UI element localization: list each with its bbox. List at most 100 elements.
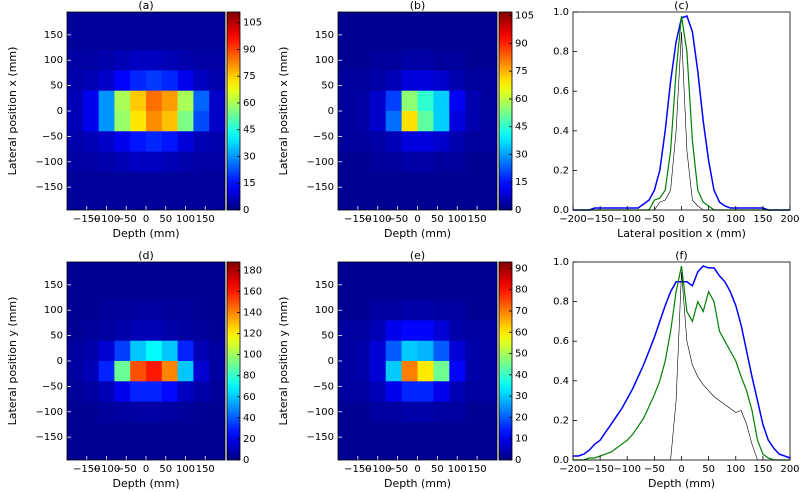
heatmap-cell <box>385 171 403 193</box>
heatmap-cell <box>338 29 355 51</box>
heatmap-cell <box>67 300 84 321</box>
heatmap-cell <box>481 361 497 382</box>
heatmap-cell <box>385 262 403 281</box>
heatmap-cell <box>177 262 194 281</box>
heatmap-cell <box>161 12 179 31</box>
heatmap-cell <box>193 70 210 92</box>
heatmap-cell <box>98 300 115 321</box>
heatmap <box>67 262 225 460</box>
y-tick-label: 0.2 <box>553 415 569 426</box>
y-tick-label: 0.6 <box>553 86 569 97</box>
heatmap-cell <box>385 320 403 342</box>
heatmap-cell <box>385 70 403 92</box>
heatmap-cell <box>82 340 100 362</box>
panel-title: (d) <box>138 249 154 262</box>
heatmap-cell <box>193 50 210 71</box>
heatmap-cell <box>481 320 497 342</box>
heatmap-cell <box>433 279 450 301</box>
y-tick-label: 0 <box>57 356 63 367</box>
heatmap-cell <box>401 340 418 362</box>
heatmap-cell <box>114 421 131 443</box>
x-tick-label: 0 <box>143 464 149 475</box>
y-tick-label: 100 <box>315 55 334 66</box>
heatmap-cell <box>401 442 418 460</box>
heatmap-cell <box>401 320 418 342</box>
colorbar-tick-label: 30 <box>243 151 256 162</box>
heatmap-cell <box>193 29 210 51</box>
heatmap-cell <box>114 29 131 51</box>
heatmap-cell <box>481 192 497 210</box>
heatmap-cell <box>369 279 387 301</box>
heatmap-cell <box>82 442 100 460</box>
y-tick-label: 50 <box>321 81 334 92</box>
colorbar-tick-label: 120 <box>243 329 262 340</box>
heatmap-cell <box>449 421 466 443</box>
heatmap-cell <box>338 401 355 423</box>
heatmap-cell <box>433 70 450 92</box>
colorbar-tick-label: 40 <box>243 413 256 424</box>
heatmap-cell <box>449 381 466 403</box>
heatmap-cell <box>385 131 403 153</box>
panel-title: (b) <box>410 0 426 12</box>
heatmap-cell <box>161 70 179 92</box>
heatmap-cell <box>465 111 482 132</box>
heatmap-cell <box>98 111 115 132</box>
x-tick-label: 50 <box>702 214 715 225</box>
heatmap-cell <box>177 29 194 51</box>
heatmap-cell <box>481 111 497 132</box>
heatmap-cell <box>114 340 131 362</box>
heatmap-cell <box>114 171 131 193</box>
heatmap-cell <box>98 279 115 301</box>
colorbar-tick-label: 0 <box>515 205 521 216</box>
heatmap-cell <box>146 421 163 443</box>
heatmap-cell <box>417 300 434 321</box>
series-line <box>573 265 790 461</box>
heatmap-cell <box>177 421 194 443</box>
heatmap-cell <box>67 50 84 71</box>
heatmap-cell <box>209 50 225 71</box>
colorbar-tick-label: 45 <box>243 125 256 136</box>
heatmap-cell <box>465 381 482 403</box>
heatmap-cell <box>177 111 194 132</box>
heatmap-cell <box>209 320 225 342</box>
heatmap-cell <box>369 381 387 403</box>
heatmap-cell <box>481 151 497 173</box>
heatmap-cell <box>146 90 163 112</box>
heatmap-cell <box>385 12 403 31</box>
heatmap-cell <box>449 192 466 210</box>
heatmap-cell <box>353 442 371 460</box>
heatmap-cell <box>433 401 450 423</box>
heatmap-cell <box>209 12 225 31</box>
y-axis-label: Lateral position x (mm) <box>6 47 19 176</box>
heatmap-cell <box>401 90 418 112</box>
plot-frame <box>66 11 226 211</box>
heatmap-cell <box>193 12 210 31</box>
heatmap-cell <box>114 401 131 423</box>
heatmap-cell <box>114 70 131 92</box>
colorbar-tick-label: 105 <box>515 11 534 22</box>
heatmap-cell <box>449 300 466 321</box>
colorbar-tick-label: 60 <box>515 94 528 105</box>
x-tick-label: 50 <box>702 464 715 475</box>
heatmap-cell <box>369 70 387 92</box>
heatmap-cell <box>369 90 387 112</box>
x-tick-label: −100 <box>364 214 391 225</box>
heatmap-cell <box>114 12 131 31</box>
heatmap-cell <box>433 29 450 51</box>
heatmap-cell <box>82 171 100 193</box>
heatmap-cell <box>146 171 163 193</box>
colorbar-tick-label: 0 <box>243 455 249 466</box>
heatmap-cell <box>338 111 355 132</box>
heatmap-cell <box>130 262 147 281</box>
heatmap-cell <box>417 421 434 443</box>
heatmap-cell <box>433 421 450 443</box>
heatmap-cell <box>353 401 371 423</box>
heatmap-cell <box>417 29 434 51</box>
heatmap-cell <box>67 151 84 173</box>
heatmap-cell <box>82 381 100 403</box>
heatmap-cell <box>338 171 355 193</box>
heatmap-cell <box>465 50 482 71</box>
heatmap-cell <box>433 12 450 31</box>
heatmap-cell <box>481 50 497 71</box>
heatmap-cell <box>417 361 434 382</box>
